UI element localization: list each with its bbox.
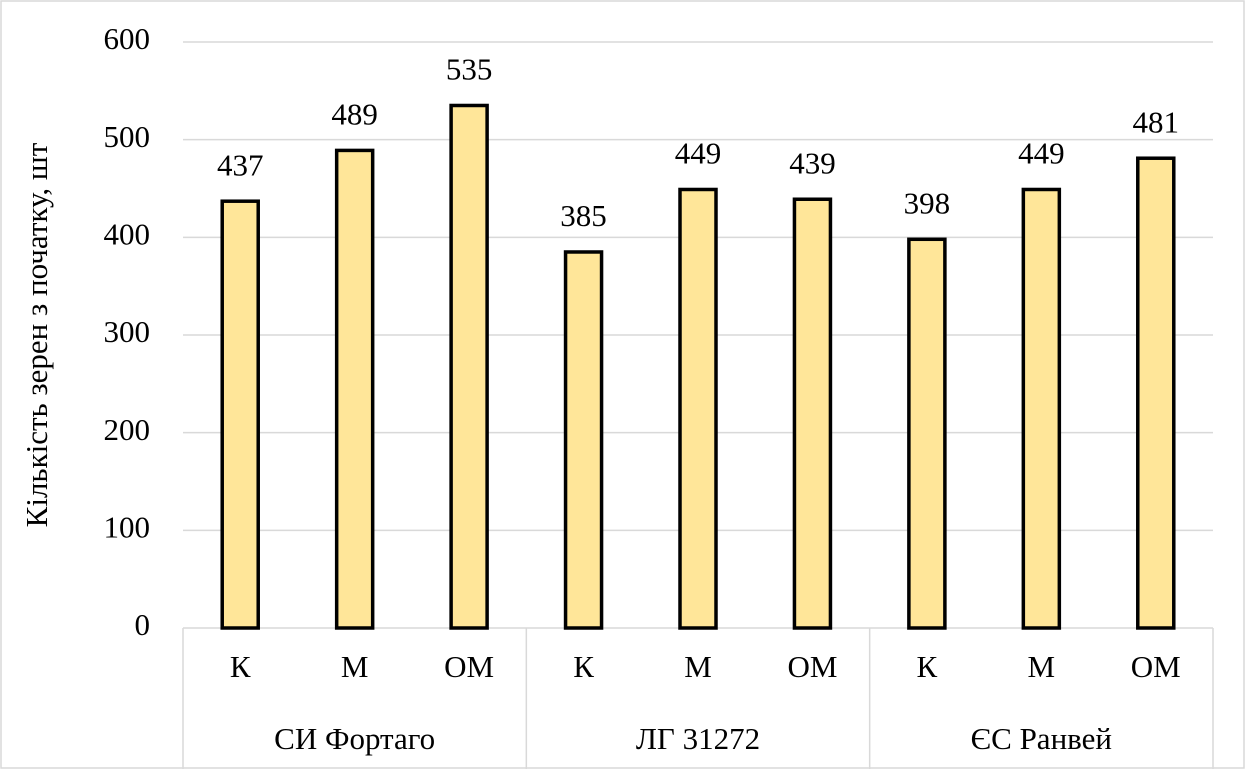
bar bbox=[1136, 156, 1176, 630]
data-label: 385 bbox=[560, 198, 607, 233]
y-axis-label: Кількість зерен з початку, шт bbox=[19, 142, 54, 527]
data-label: 489 bbox=[331, 97, 378, 132]
bar bbox=[1021, 187, 1062, 630]
bar bbox=[563, 250, 604, 630]
data-label: 437 bbox=[217, 147, 264, 182]
data-label: 398 bbox=[904, 185, 951, 220]
data-label: 535 bbox=[446, 52, 493, 87]
group-label: СИ Фортаго bbox=[274, 721, 435, 756]
bar bbox=[220, 199, 260, 630]
y-tick-label: 500 bbox=[104, 119, 151, 154]
group-label: ЄС Ранвей bbox=[971, 721, 1112, 756]
data-label: 449 bbox=[675, 136, 722, 171]
bar bbox=[449, 103, 489, 630]
y-tick-label: 600 bbox=[104, 21, 151, 56]
x-tick-label: ОМ bbox=[444, 649, 494, 684]
y-tick-label: 400 bbox=[104, 216, 151, 251]
data-label: 449 bbox=[1018, 136, 1065, 171]
x-tick-label: М bbox=[684, 649, 712, 684]
x-tick-label: К bbox=[917, 649, 938, 684]
x-tick-label: К bbox=[230, 649, 251, 684]
x-tick-label: М bbox=[341, 649, 369, 684]
x-tick-label: ОМ bbox=[1131, 649, 1181, 684]
y-tick-label: 0 bbox=[135, 607, 151, 642]
y-tick-label: 300 bbox=[104, 314, 151, 349]
x-tick-label: К bbox=[573, 649, 594, 684]
data-label: 439 bbox=[789, 145, 836, 180]
bar bbox=[907, 237, 947, 630]
y-tick-label: 100 bbox=[104, 509, 151, 544]
y-tick-label: 200 bbox=[104, 412, 151, 447]
x-tick-label: М bbox=[1028, 649, 1056, 684]
data-label: 481 bbox=[1133, 104, 1180, 139]
group-label: ЛГ 31272 bbox=[636, 721, 760, 756]
bar bbox=[792, 197, 833, 630]
x-tick-label: ОМ bbox=[787, 649, 837, 684]
bar bbox=[334, 148, 375, 630]
bar bbox=[678, 187, 718, 630]
